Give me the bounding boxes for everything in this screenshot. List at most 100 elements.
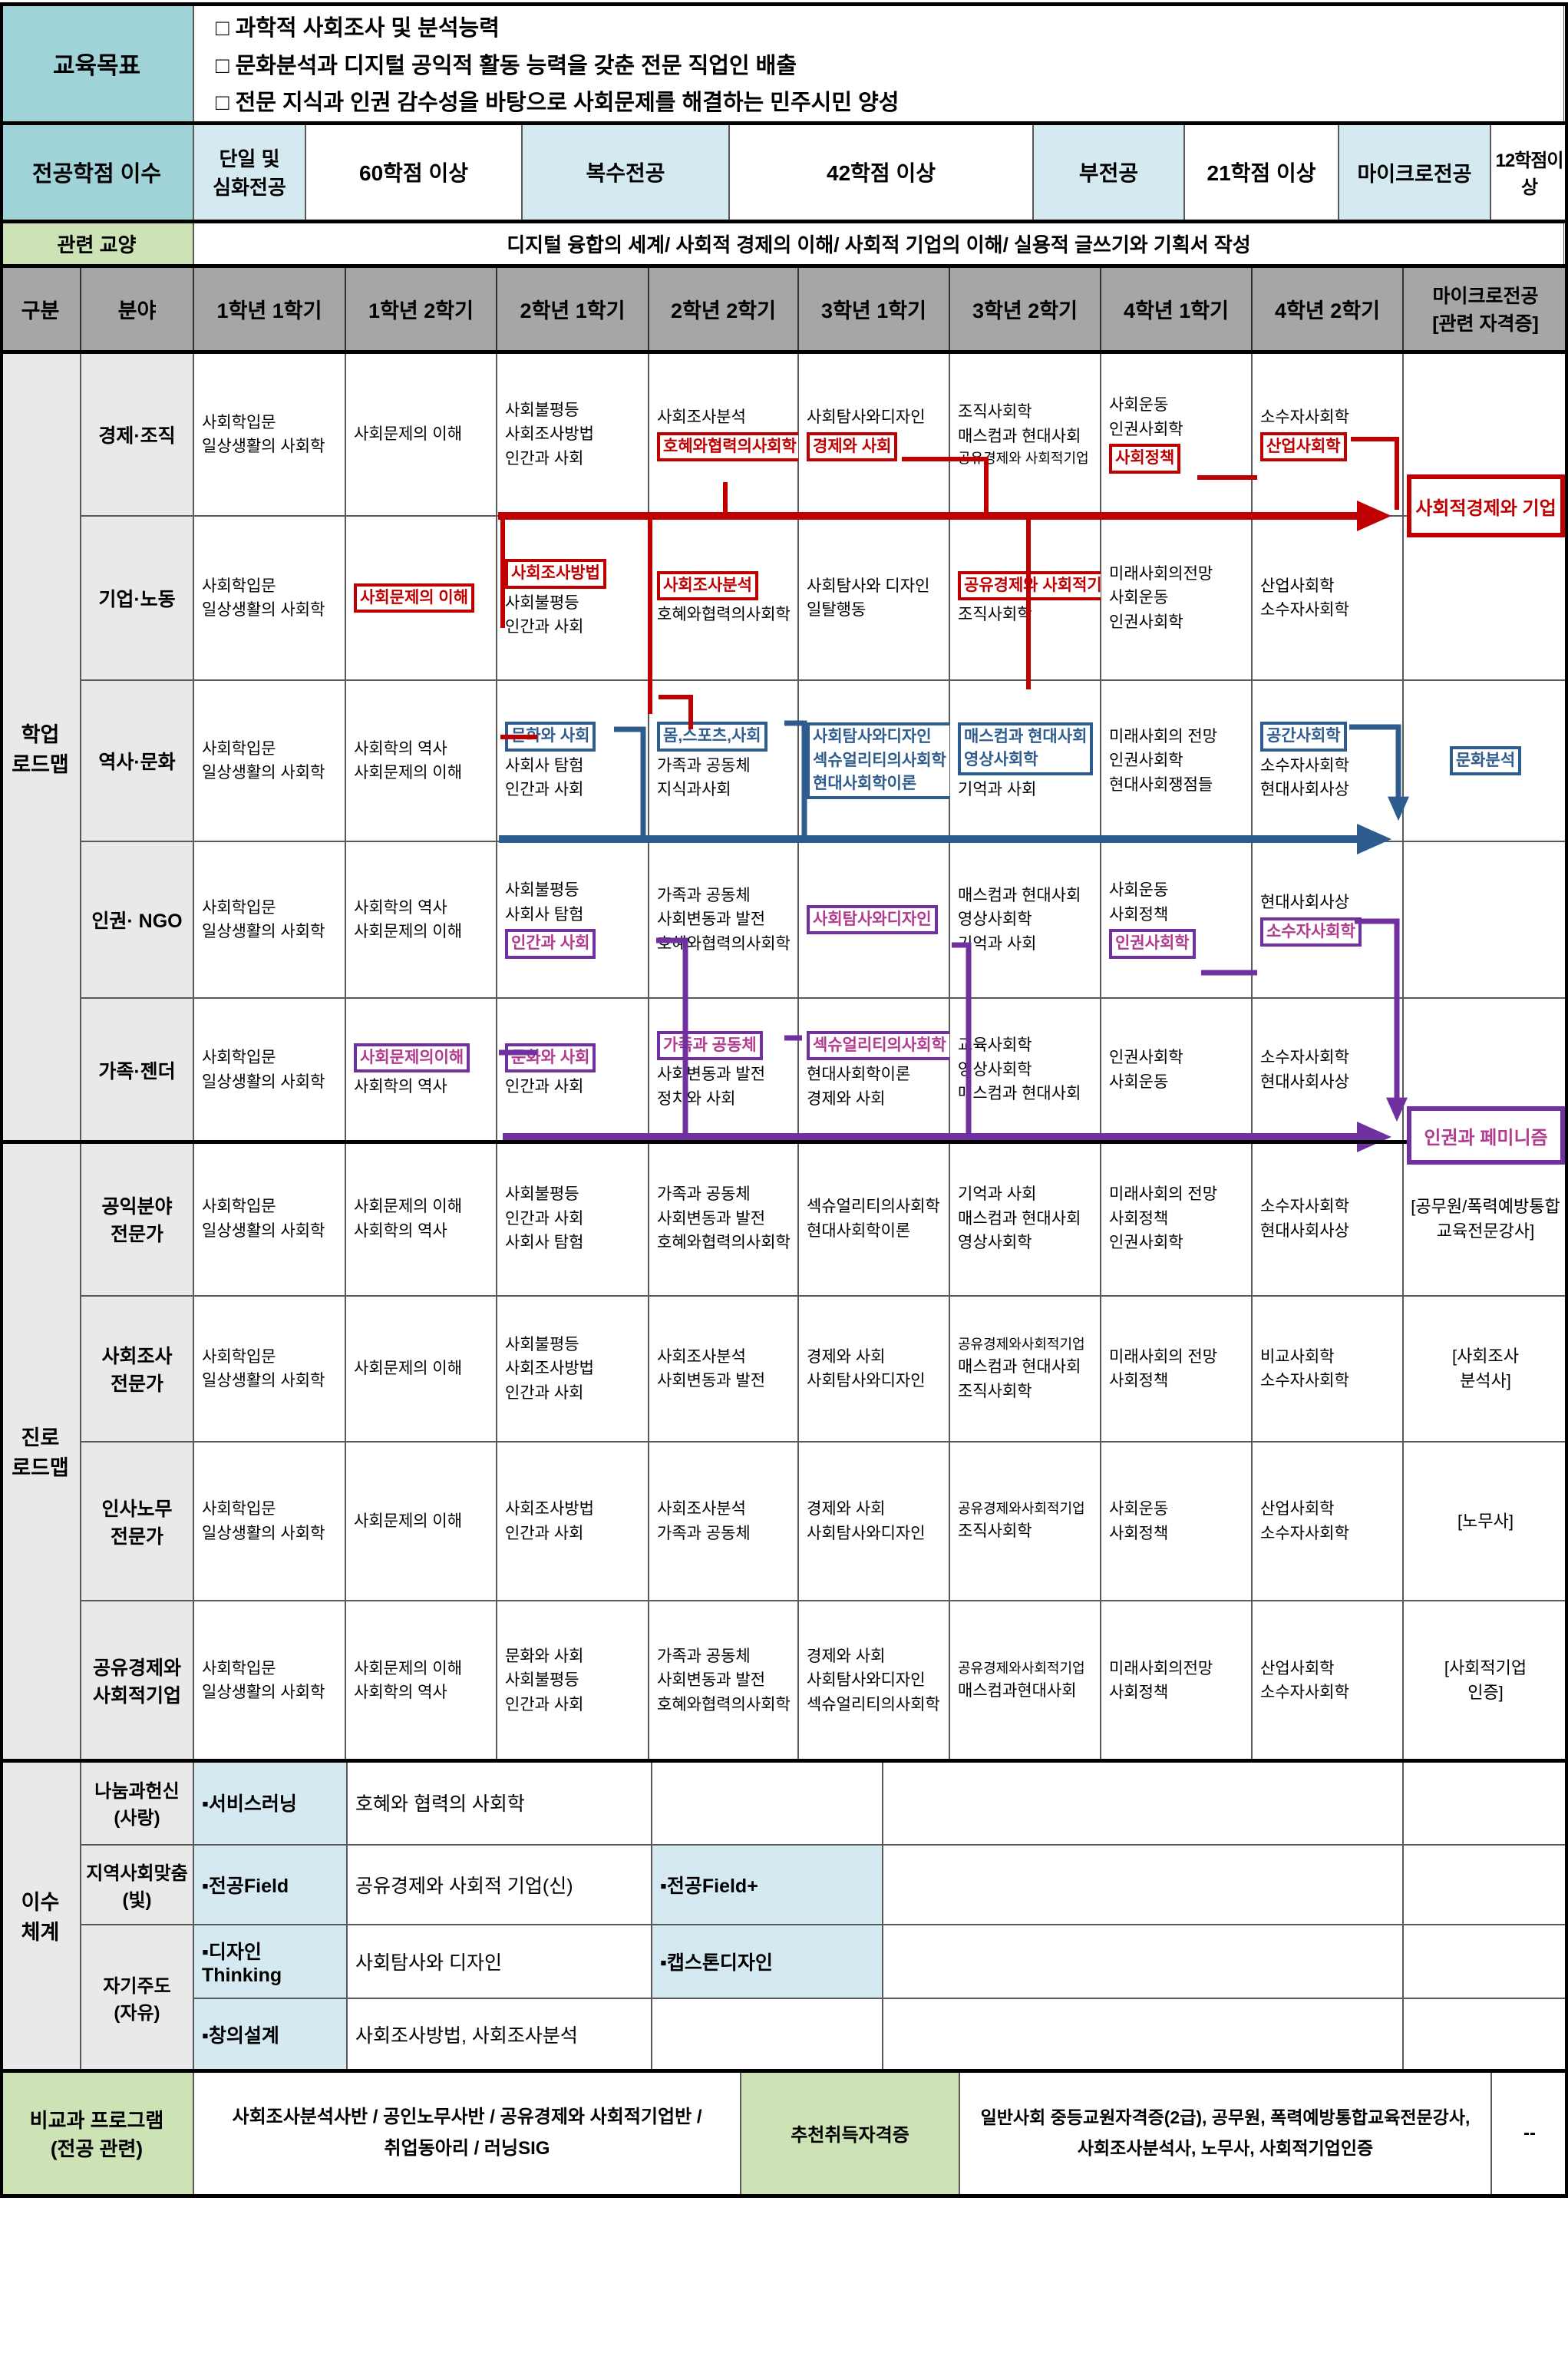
course: 인간과 사회 [505, 618, 584, 636]
course-cell: 소수자사회학 현대사회사상 [1252, 1142, 1403, 1296]
recommended-certs: 일반사회 중등교원자격증(2급), 공무원, 폭력예방통합교육전문강사, 사회조… [959, 2070, 1491, 2196]
course-cell: 섹슈얼리티의사회학 현대사회학이론 경제와 사회 [798, 998, 952, 1142]
column-header: 2학년 1학기 [497, 266, 649, 352]
course: 사회정책 [1109, 1372, 1169, 1390]
empty-cell [1403, 1760, 1568, 1845]
course: 사회탐사와디자인 [807, 1671, 926, 1690]
course-highlighted: 사회문제의이해 [354, 1043, 470, 1072]
course-cell: 미래사회의 전망 사회정책 인권사회학 [1101, 1142, 1252, 1296]
course: 공유경제와사회적기업 [958, 1337, 1085, 1352]
course: 가족과 공동체 [657, 756, 751, 775]
course: 문화와 사회 [505, 1647, 584, 1665]
course-cell: 문화분석 [1403, 680, 1568, 841]
course: 사회사 탐험 [505, 1234, 584, 1252]
course: 호혜와협력의사회학 [657, 1695, 791, 1714]
course-cell: 가족과 공동체 사회변동과 발전 호혜와협력의사회학 [649, 841, 798, 998]
course: 매스컴과 현대사회 [958, 1358, 1081, 1376]
course: 섹슈얼리티의사회학 [807, 1198, 940, 1215]
course: 사회문제의 이해 [354, 923, 463, 940]
field-label: 공유경제와 사회적기업 [81, 1601, 193, 1760]
course: 사회학의 역사 [354, 739, 447, 758]
completion-callout: ▪캡스톤디자인 [652, 1925, 883, 1998]
course: 경제와 사회 [807, 1500, 886, 1518]
course: 소수자사회학 [1260, 756, 1349, 775]
divider [0, 350, 1568, 354]
course: 사회탐사와 디자인 [807, 577, 930, 595]
course-cell: 사회탐사와 디자인 일탈행동 [798, 516, 949, 680]
empty-cell [883, 1845, 1403, 1925]
course-cell: 사회조사분석 사회변동과 발전 [649, 1296, 798, 1442]
course: 사회학입문 [202, 1500, 276, 1518]
course: 일상생활의 사회학 [202, 764, 325, 782]
course: 현대사회쟁점들 [1109, 775, 1213, 794]
divider [0, 121, 1568, 125]
course: 현대사회사상 [1260, 894, 1349, 912]
course-cell: 사회학입문 일상생활의 사회학 [193, 1296, 345, 1442]
course: 일상생활의 사회학 [202, 601, 325, 619]
course: 조직사회학 [958, 606, 1032, 624]
course-cell: 소수자사회학 산업사회학 [1252, 353, 1403, 516]
course-cell: 경제와 사회 사회탐사와디자인 [798, 1442, 949, 1601]
divider [0, 264, 1568, 268]
course: 산업사회학 [1260, 1659, 1335, 1677]
course: 지식과사회 [657, 781, 731, 799]
course: 사회학입문 [202, 1049, 276, 1066]
course-cell: 사회학입문 일상생활의 사회학 [193, 516, 345, 680]
course-highlighted: 사회탐사와디자인 [807, 904, 938, 935]
empty-cell [1403, 1845, 1568, 1925]
course-cell: 경제와 사회 사회탐사와디자인 [798, 1296, 949, 1442]
course: 사회탐사와디자인 [807, 1372, 926, 1390]
course-cell: 사회조사분석 호혜와협력의사회학 [649, 353, 803, 516]
course: 인권사회학 [1109, 1234, 1183, 1252]
course: 소수자사회학 [1260, 1524, 1349, 1542]
course: 현대사회사상 [1260, 781, 1349, 799]
course: 사회학입문 [202, 739, 276, 758]
course: 호혜와협력의사회학 [657, 1234, 791, 1252]
course: 사회변동과 발전 [657, 1372, 766, 1390]
course: 사회운동 [1109, 881, 1169, 900]
course: 사회학의 역사 [354, 898, 447, 917]
course-cell: 사회문제의 이해 [345, 1442, 497, 1601]
course-cell: 사회조사분석 가족과 공동체 [649, 1442, 798, 1601]
field-label: 경제·조직 [81, 353, 193, 516]
course-highlighted: 공유경제와 사회적기업 [958, 571, 1124, 601]
course-cell: 사회탐사와디자인 [798, 841, 949, 998]
course: 사회조사방법 [505, 1500, 594, 1518]
course: 인권사회학 [1109, 752, 1183, 770]
course-cell: 기억과 사회 매스컴과 현대사회 영상사회학 [949, 1142, 1101, 1296]
course-highlighted: 문화분석 [1449, 745, 1522, 776]
course: 기억과 사회 [958, 1185, 1037, 1204]
extracurricular-extra: -- [1491, 2070, 1568, 2196]
course: 매스컴과 현대사회 [958, 1209, 1081, 1228]
course: 미래사회의 전망 [1109, 1185, 1218, 1204]
credit-cell: 21학점 이상 [1184, 123, 1339, 221]
course: 사회학입문 [202, 413, 276, 431]
course: 사회조사방법 [505, 1360, 594, 1378]
course: [사회적기업 인증] [1444, 1658, 1527, 1702]
column-header: 1학년 1학기 [193, 266, 345, 352]
course: 매스컴과 현대사회 [958, 1085, 1081, 1103]
completion-callout [652, 1998, 883, 2070]
course-cell: 매스컴과 현대사회 영상사회학 기억과 사회 [949, 680, 1101, 841]
course-cell: 몸,스포츠,사회 가족과 공동체 지식과사회 [649, 680, 798, 841]
empty-cell [883, 1925, 1403, 1998]
course-cell: 사회학입문 일상생활의 사회학 [193, 998, 345, 1142]
course: 현대사회학이론 [807, 1066, 911, 1084]
divider [0, 2, 3, 2198]
course-cell: 비교사회학 소수자사회학 [1252, 1296, 1403, 1442]
course-highlighted: 사회문제의 이해 [354, 583, 475, 613]
course: 조직사회학 [958, 403, 1032, 421]
course: 사회불평등 [505, 1185, 579, 1204]
course: 공유경제와사회적기업 [958, 1501, 1085, 1517]
course-highlighted: 문화와 사회 [505, 722, 596, 752]
course-cell: 사회탐사와디자인 경제와 사회 [798, 353, 949, 516]
course: 미래사회의 전망 [1109, 727, 1218, 745]
course-cell: 문화와 사회 사회불평등 인간과 사회 [497, 1601, 649, 1760]
course-highlighted: 경제와 사회 [807, 431, 898, 461]
divider [0, 1759, 1568, 1763]
field-label: 공익분야 전문가 [81, 1142, 193, 1296]
field-label: 인권· NGO [81, 841, 193, 998]
course: 미래사회의전망 [1109, 1659, 1213, 1677]
course-cell: 인권사회학 사회운동 [1101, 998, 1252, 1142]
